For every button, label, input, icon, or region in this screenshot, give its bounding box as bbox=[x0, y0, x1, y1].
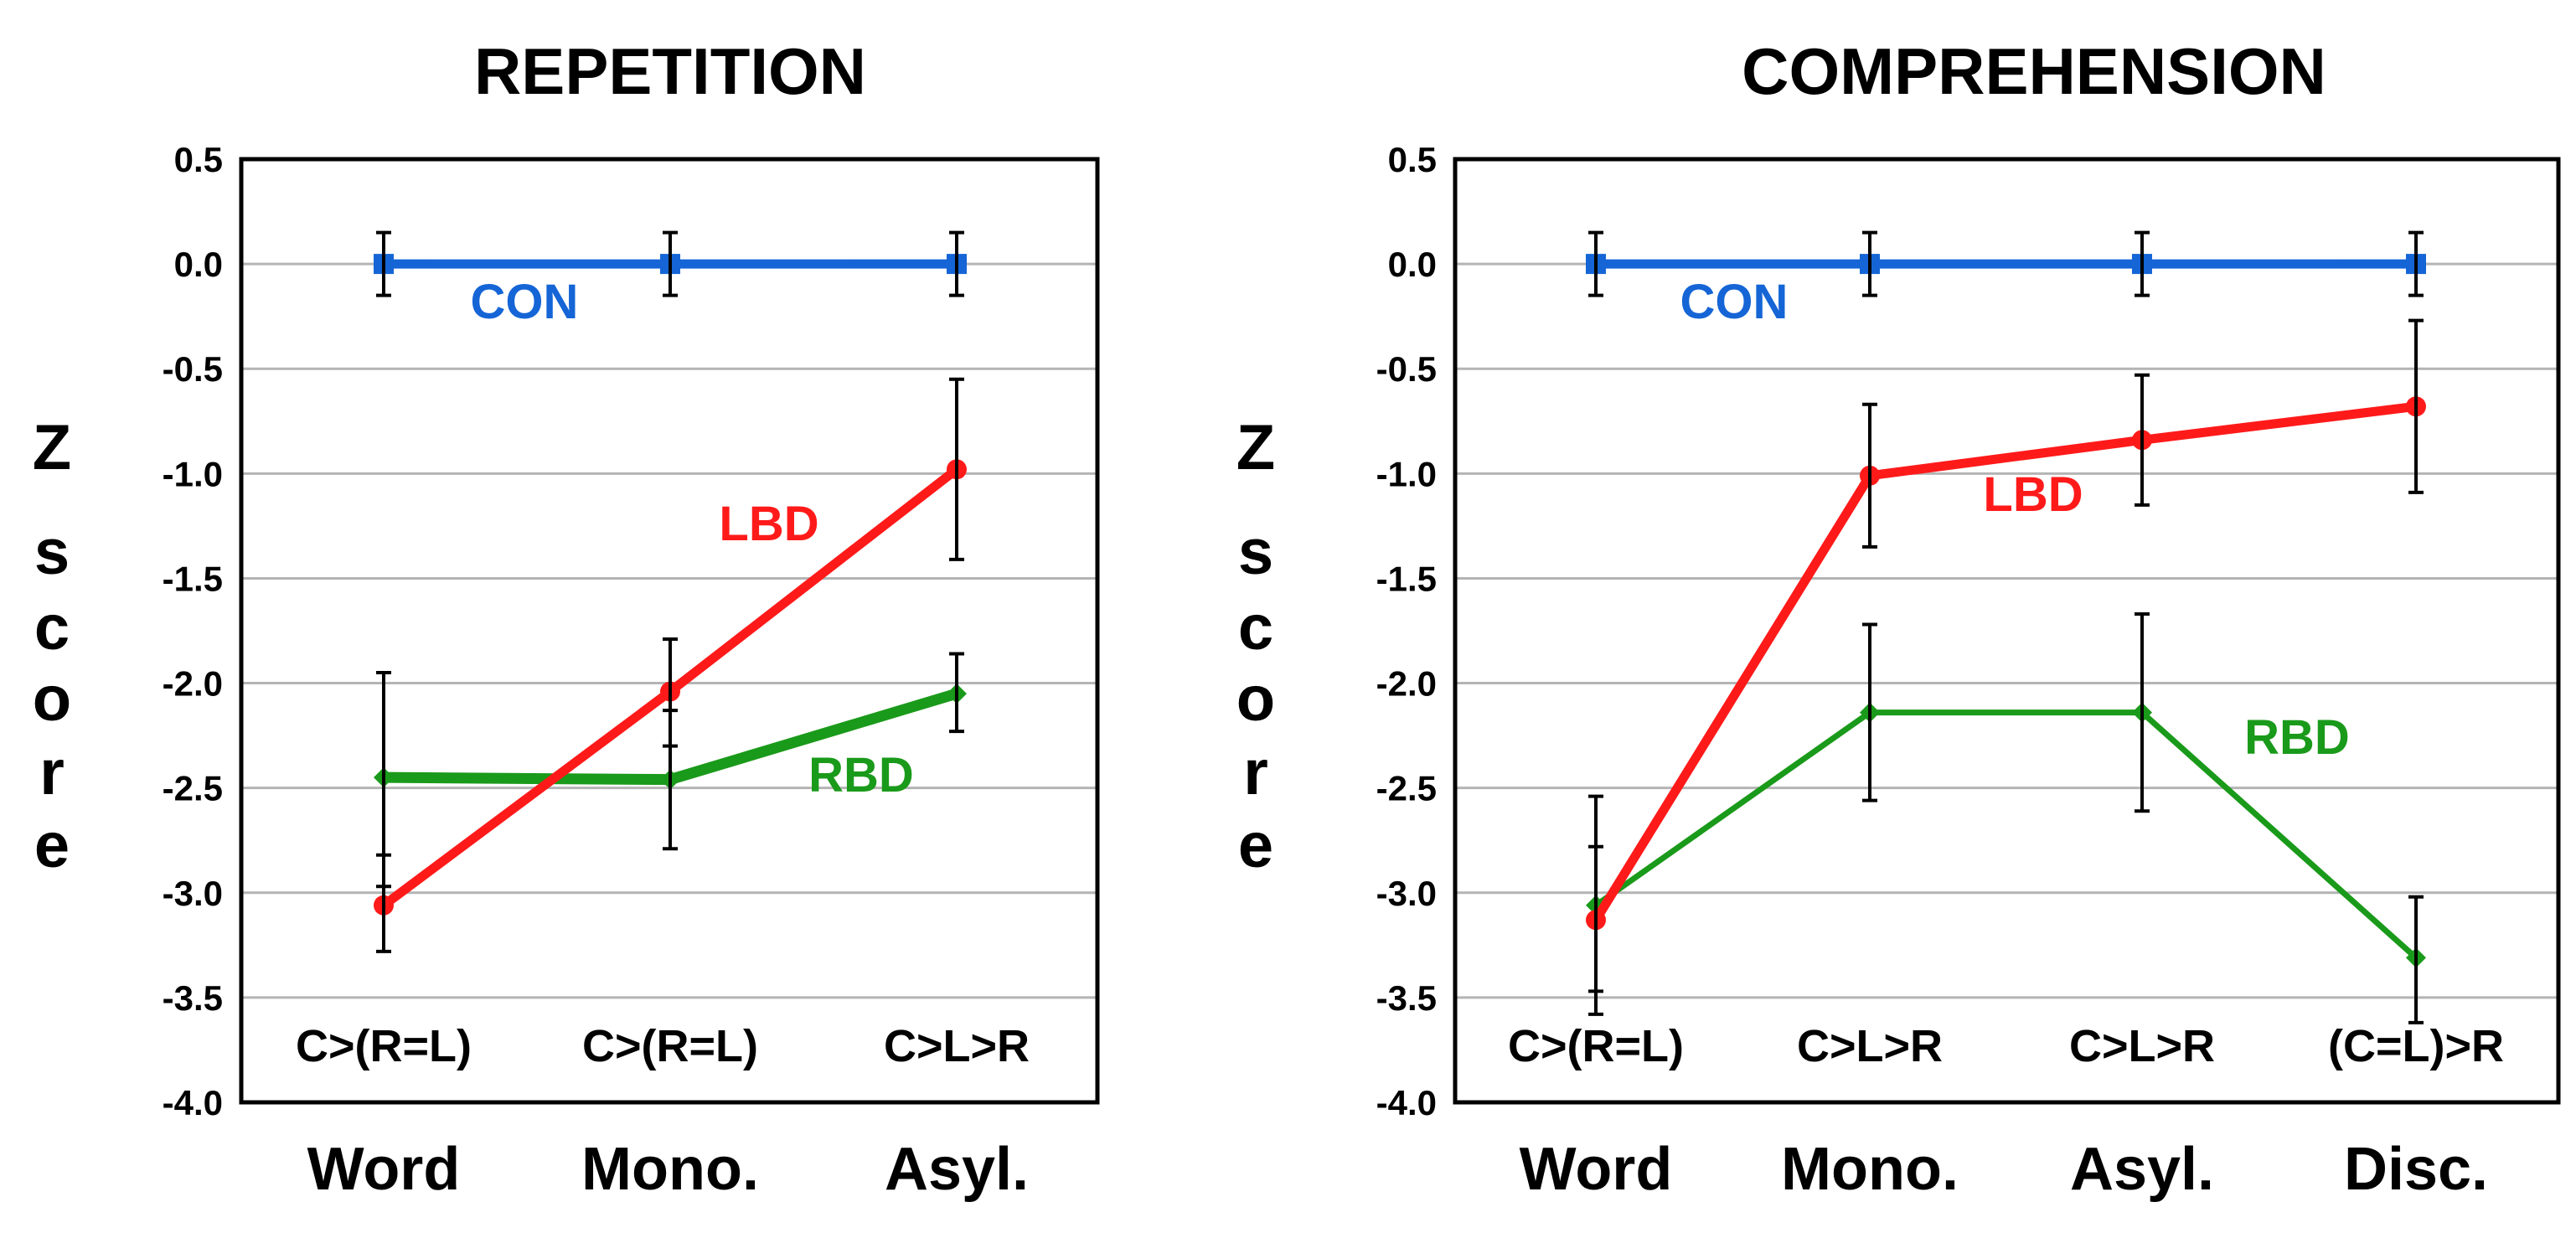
y-tick-label: -0.5 bbox=[163, 349, 223, 389]
chart-title: REPETITION bbox=[474, 34, 866, 108]
y-tick-label: -1.0 bbox=[163, 454, 223, 493]
series-label-rbd: RBD bbox=[2244, 710, 2350, 765]
x-category-label: Word bbox=[307, 1136, 461, 1203]
y-tick-label: -2.5 bbox=[163, 769, 223, 808]
error-bar-lbd bbox=[2135, 373, 2150, 507]
series-label-lbd: LBD bbox=[719, 497, 818, 551]
contrast-label: (C=L)>R bbox=[2328, 1021, 2504, 1071]
contrast-label: C>(R=L) bbox=[582, 1021, 758, 1071]
y-tick-label: -1.5 bbox=[163, 559, 223, 598]
error-bar-con bbox=[2135, 230, 2150, 297]
chart-title: COMPREHENSION bbox=[1742, 34, 2326, 108]
y-tick-label: -3.0 bbox=[1376, 874, 1437, 913]
y-tick-label: 0.0 bbox=[174, 245, 223, 284]
y-tick-label: -4.0 bbox=[1376, 1083, 1437, 1122]
x-category-label: Disc. bbox=[2344, 1136, 2488, 1203]
error-bar-rbd bbox=[376, 671, 391, 889]
series-label-con: CON bbox=[471, 275, 579, 329]
y-tick-label: 0.0 bbox=[1388, 245, 1437, 284]
y-tick-label: -1.5 bbox=[1376, 559, 1437, 598]
error-bar-con bbox=[1862, 230, 1877, 297]
contrast-label: C>(R=L) bbox=[1508, 1021, 1684, 1071]
y-axis-label-letter: c bbox=[34, 592, 70, 663]
error-bar-rbd bbox=[663, 709, 678, 851]
error-bar-con bbox=[2408, 230, 2424, 297]
x-category-label: Word bbox=[1520, 1136, 1673, 1203]
plot-frame bbox=[1453, 157, 2561, 1105]
error-bar-rbd bbox=[1588, 794, 1603, 993]
y-tick-label: -4.0 bbox=[163, 1083, 223, 1122]
error-bar-lbd bbox=[949, 377, 964, 561]
y-tick-label: -2.5 bbox=[1376, 769, 1437, 808]
y-tick-label: -3.5 bbox=[1376, 978, 1437, 1018]
error-bar-lbd bbox=[2408, 318, 2424, 494]
y-tick-label: -2.0 bbox=[163, 664, 223, 704]
contrast-label: C>L>R bbox=[1797, 1021, 1943, 1071]
error-bar-con bbox=[1588, 230, 1603, 297]
x-category-label: Asyl. bbox=[2070, 1136, 2214, 1203]
series-line-rbd bbox=[1593, 709, 2419, 961]
y-tick-label: -2.0 bbox=[1376, 664, 1437, 704]
error-bar-rbd bbox=[2135, 611, 2150, 813]
series-label-rbd: RBD bbox=[808, 748, 914, 802]
error-bar-con bbox=[376, 230, 391, 297]
y-axis-label-letter: Z bbox=[33, 412, 71, 483]
y-tick-label: 0.5 bbox=[174, 140, 223, 179]
error-bar-con bbox=[949, 230, 964, 297]
y-tick-label: 0.5 bbox=[1388, 140, 1437, 179]
x-category-label: Mono. bbox=[1781, 1136, 1959, 1203]
y-tick-label: -3.5 bbox=[163, 978, 223, 1018]
series-label-lbd: LBD bbox=[1983, 467, 2083, 522]
error-bar-con bbox=[663, 230, 678, 297]
contrast-label: C>L>R bbox=[2069, 1021, 2215, 1071]
error-bar-rbd bbox=[1862, 622, 1877, 802]
plot-frame bbox=[239, 157, 1100, 1105]
y-axis-label-letter: Z bbox=[1236, 412, 1275, 483]
y-axis-label-letter: r bbox=[1243, 737, 1268, 808]
error-bar-rbd bbox=[2408, 895, 2424, 1024]
y-axis-label-letter: e bbox=[34, 810, 70, 881]
error-bar-rbd bbox=[949, 652, 964, 734]
y-axis-label-letter: r bbox=[39, 737, 65, 808]
y-axis-label-letter: s bbox=[1238, 517, 1273, 588]
contrast-label: C>L>R bbox=[884, 1021, 1030, 1071]
y-tick-label: -1.0 bbox=[1376, 454, 1437, 493]
y-axis-label-letter: o bbox=[33, 663, 71, 735]
series-line-lbd bbox=[1591, 401, 2421, 925]
y-tick-label: -3.0 bbox=[163, 874, 223, 913]
contrast-label: C>(R=L) bbox=[296, 1021, 472, 1071]
y-axis-label-letter: o bbox=[1236, 663, 1275, 735]
y-tick-label: -0.5 bbox=[1376, 349, 1437, 389]
x-category-label: Asyl. bbox=[885, 1136, 1029, 1203]
x-category-label: Mono. bbox=[581, 1136, 759, 1203]
error-bar-lbd bbox=[1862, 402, 1877, 549]
y-axis-label-letter: e bbox=[1238, 810, 1273, 881]
series-label-con: CON bbox=[1680, 275, 1789, 329]
y-axis-label-letter: s bbox=[34, 517, 70, 588]
y-axis-label-letter: c bbox=[1238, 592, 1273, 663]
